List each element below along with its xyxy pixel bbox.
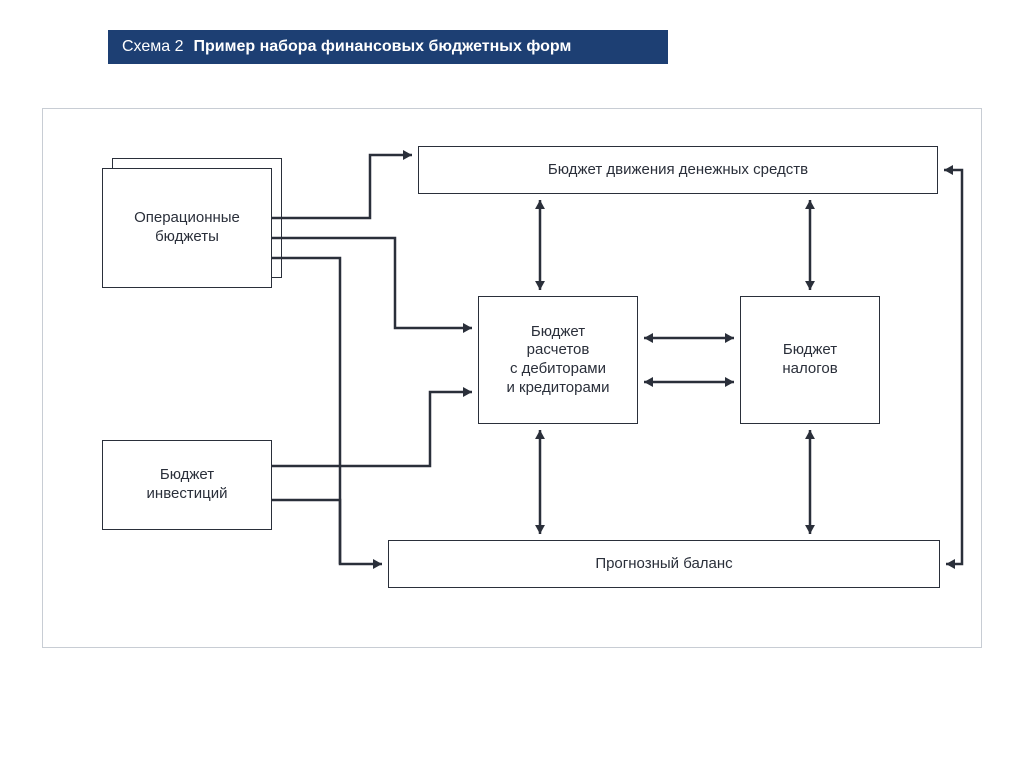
- title-prefix: Схема 2: [122, 38, 184, 56]
- diagram-canvas: Схема 2 Пример набора финансовых бюджетн…: [0, 0, 1024, 767]
- node-label: Бюджет инвестиций: [147, 466, 228, 504]
- node-label: Операционные бюджеты: [134, 209, 240, 247]
- node-label: Прогнозный баланс: [595, 555, 732, 574]
- node-op-budgets: Операционные бюджеты: [102, 168, 272, 288]
- node-investments: Бюджет инвестиций: [102, 440, 272, 530]
- node-settlements: Бюджет расчетов с дебиторами и кредитора…: [478, 296, 638, 424]
- title-bar: Схема 2 Пример набора финансовых бюджетн…: [108, 30, 668, 64]
- node-forecast: Прогнозный баланс: [388, 540, 940, 588]
- node-cash-flow: Бюджет движения денежных средств: [418, 146, 938, 194]
- node-label: Бюджет расчетов с дебиторами и кредитора…: [506, 323, 609, 398]
- node-taxes: Бюджет налогов: [740, 296, 880, 424]
- title-text: Пример набора финансовых бюджетных форм: [194, 38, 572, 56]
- node-label: Бюджет налогов: [782, 341, 837, 379]
- node-label: Бюджет движения денежных средств: [548, 161, 808, 180]
